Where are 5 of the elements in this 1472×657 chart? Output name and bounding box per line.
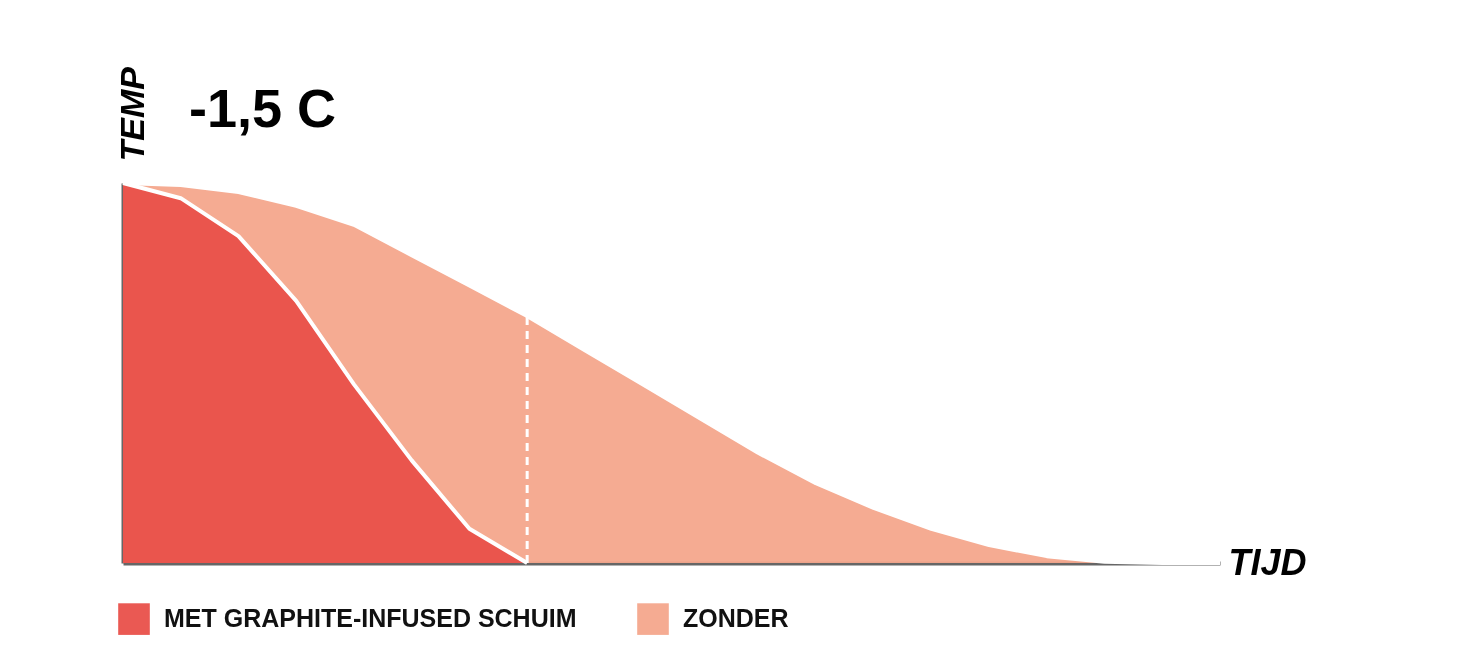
- x-axis-title: TIJD: [1228, 541, 1307, 583]
- text: -1,5 C: [189, 78, 337, 138]
- legend-label: ZONDER: [683, 604, 789, 633]
- legend-label: MET GRAPHITE-INFUSED SCHUIM: [164, 604, 577, 633]
- y-axis-title: TEMP: [112, 66, 151, 162]
